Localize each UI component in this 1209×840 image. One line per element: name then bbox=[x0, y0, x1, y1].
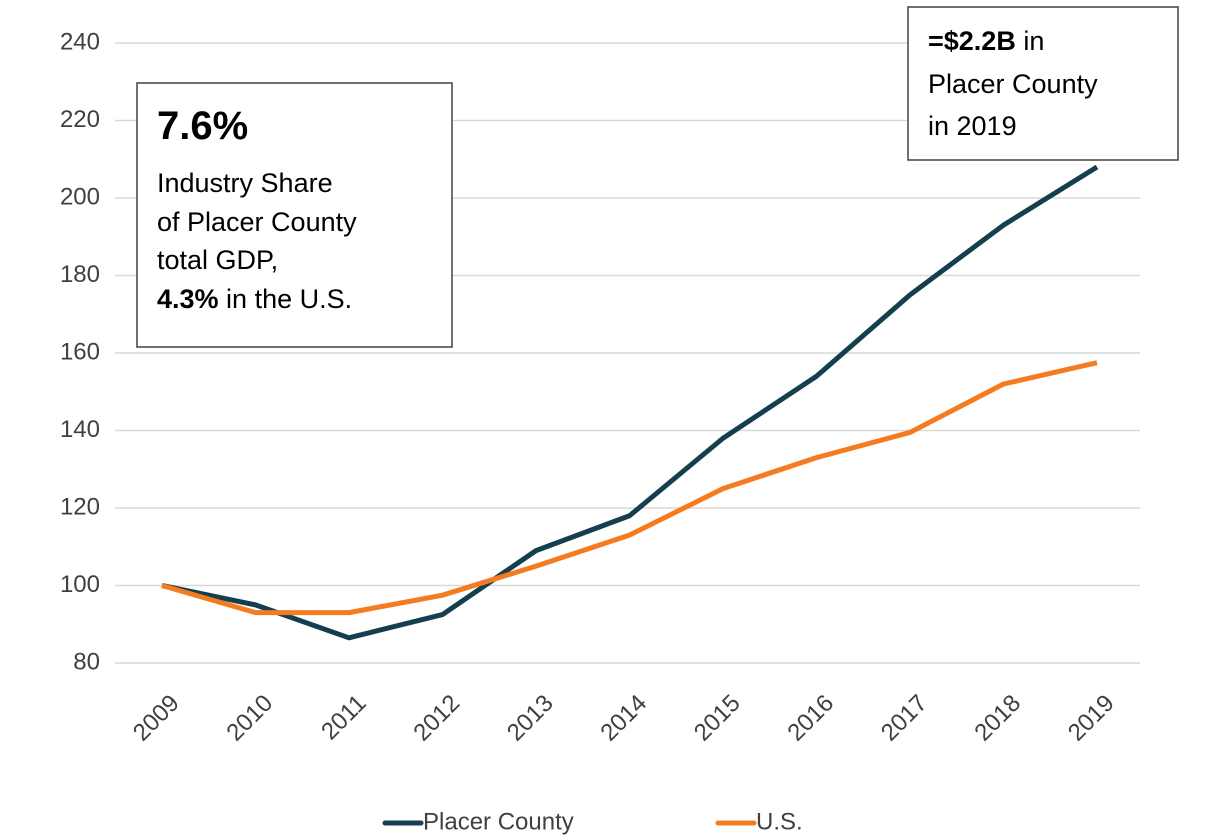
annotation-text: Placer County bbox=[928, 69, 1098, 99]
y-tick-label: 80 bbox=[73, 648, 100, 675]
annotation: =$2.2B in Placer County in 2019 bbox=[907, 6, 1179, 161]
x-tick-label: 2019 bbox=[1063, 690, 1120, 747]
x-tick-label: 2017 bbox=[876, 690, 933, 747]
x-tick-label: 2015 bbox=[689, 690, 746, 747]
annotation-line: in 2019 bbox=[928, 111, 1017, 141]
annotation-text: total GDP, bbox=[157, 245, 278, 275]
y-tick-label: 100 bbox=[60, 571, 100, 598]
x-tick-label: 2010 bbox=[221, 690, 278, 747]
annotation-text: in bbox=[1016, 26, 1045, 56]
x-tick-label: 2013 bbox=[502, 690, 559, 747]
y-tick-label: 160 bbox=[60, 338, 100, 365]
x-tick-label: 2009 bbox=[128, 690, 185, 747]
x-tick-label: 2016 bbox=[782, 690, 839, 747]
annotation-line: Placer County bbox=[928, 69, 1098, 99]
annotation-text: =$2.2B bbox=[928, 26, 1016, 56]
legend-label: Placer County bbox=[423, 808, 574, 835]
annotation-text: in the U.S. bbox=[219, 284, 353, 314]
x-tick-label: 2014 bbox=[595, 690, 652, 747]
x-tick-label: 2018 bbox=[969, 690, 1026, 747]
annotation-text: Industry Share bbox=[157, 168, 333, 198]
y-tick-label: 140 bbox=[60, 416, 100, 443]
annotation-text: 4.3% bbox=[157, 284, 219, 314]
annotation-box bbox=[136, 82, 453, 348]
legend-label: U.S. bbox=[756, 808, 803, 835]
annotation-line: 7.6% bbox=[157, 104, 248, 148]
x-tick-label: 2011 bbox=[316, 690, 372, 746]
annotation-line: Industry Share bbox=[157, 168, 333, 198]
y-tick-label: 180 bbox=[60, 261, 100, 288]
annotation-text: of Placer County bbox=[157, 207, 357, 237]
y-tick-label: 120 bbox=[60, 493, 100, 520]
y-tick-label: 200 bbox=[60, 183, 100, 210]
data-line bbox=[161, 164, 1099, 641]
annotation-line: 4.3% in the U.S. bbox=[157, 284, 352, 314]
annotation-line: total GDP, bbox=[157, 245, 278, 275]
y-tick-label: 240 bbox=[60, 28, 100, 55]
y-tick-label: 220 bbox=[60, 106, 100, 133]
data-line bbox=[161, 360, 1098, 616]
annotation-line: =$2.2B in bbox=[928, 26, 1044, 56]
annotation-text: 7.6% bbox=[157, 104, 248, 148]
annotation-line: of Placer County bbox=[157, 207, 357, 237]
x-tick-label: 2012 bbox=[408, 690, 465, 747]
annotation-text: in 2019 bbox=[928, 111, 1017, 141]
annotation: 7.6% Industry Share of Placer County total … bbox=[136, 82, 453, 348]
annotation-box bbox=[907, 6, 1179, 161]
